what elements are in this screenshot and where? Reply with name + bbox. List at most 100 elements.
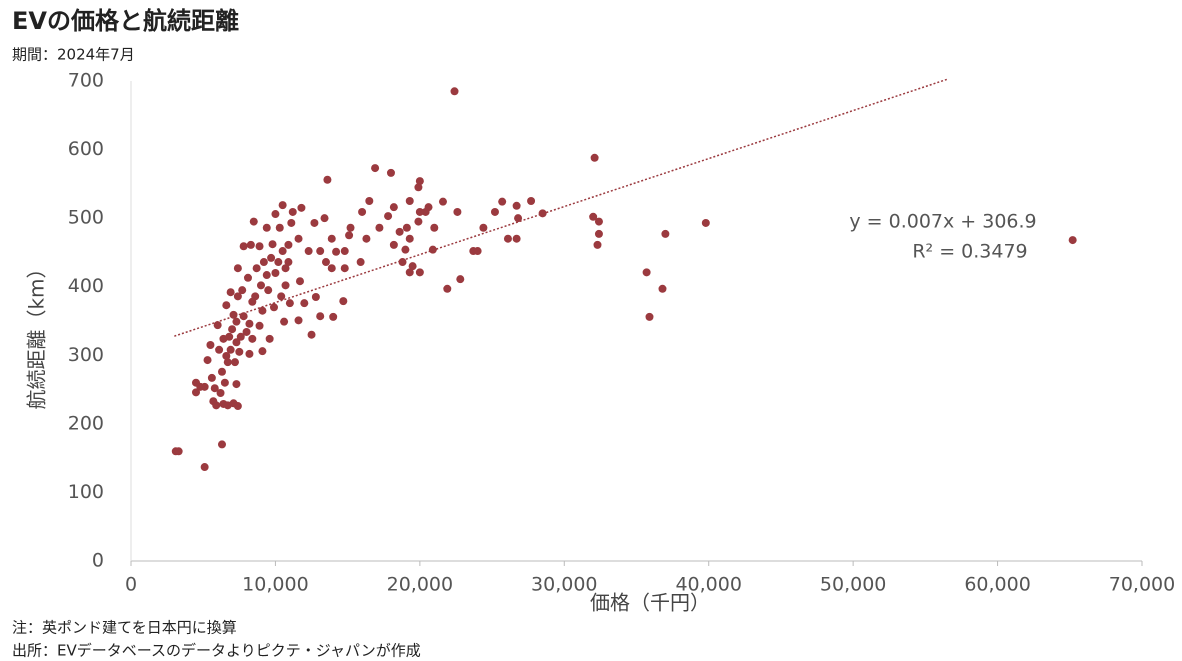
- point: [538, 209, 547, 218]
- chart-title: EVの価格と航続距離: [12, 7, 239, 35]
- point: [375, 223, 384, 232]
- point: [203, 356, 212, 365]
- point: [285, 299, 294, 308]
- point: [386, 168, 395, 177]
- point: [456, 275, 465, 284]
- point: [200, 463, 209, 472]
- point: [405, 268, 414, 277]
- point: [428, 245, 437, 254]
- point: [215, 345, 224, 354]
- point: [479, 223, 488, 232]
- point: [246, 240, 255, 249]
- point: [365, 197, 374, 205]
- point: [316, 247, 325, 256]
- point: [233, 402, 242, 411]
- point: [259, 258, 268, 267]
- point: [346, 223, 355, 232]
- point: [262, 223, 271, 232]
- point: [395, 227, 404, 236]
- point: [213, 321, 222, 330]
- chart-subtitle: 期間：2024年7月: [12, 46, 135, 64]
- point: [297, 203, 306, 212]
- point: [209, 397, 218, 406]
- point: [191, 388, 200, 397]
- point: [503, 234, 512, 243]
- point: [371, 164, 380, 173]
- point: [295, 277, 304, 286]
- point: [252, 264, 261, 273]
- point: [258, 306, 267, 315]
- y-tick-label: 300: [68, 344, 104, 366]
- point: [287, 218, 296, 227]
- point: [226, 345, 235, 354]
- point: [398, 258, 407, 267]
- point: [281, 264, 290, 273]
- point: [277, 292, 286, 301]
- point: [311, 293, 320, 301]
- point: [590, 153, 599, 162]
- point: [389, 240, 398, 249]
- point: [248, 297, 257, 306]
- point: [450, 87, 459, 96]
- point: [262, 271, 271, 280]
- point: [438, 197, 447, 206]
- point: [222, 351, 231, 360]
- point: [321, 258, 330, 267]
- point: [430, 223, 439, 232]
- point: [294, 234, 303, 243]
- point: [256, 281, 265, 290]
- trend-r2: R² = 0.3479: [912, 241, 1027, 263]
- point: [233, 264, 242, 273]
- x-tick-label: 40,000: [675, 574, 741, 596]
- point: [401, 245, 410, 254]
- point: [512, 234, 521, 243]
- point: [288, 207, 297, 216]
- point: [514, 214, 523, 223]
- note: 注：英ポンド建てを日本円に換算: [12, 619, 237, 637]
- point: [219, 334, 228, 343]
- y-tick-label: 400: [68, 275, 104, 297]
- point: [249, 217, 258, 226]
- point: [362, 234, 371, 243]
- point: [223, 358, 232, 367]
- y-tick-label: 0: [92, 550, 104, 572]
- point: [701, 218, 710, 227]
- point: [304, 247, 313, 256]
- point: [268, 240, 277, 249]
- y-tick-label: 700: [68, 70, 104, 92]
- point: [280, 317, 289, 326]
- point: [512, 201, 521, 210]
- point: [498, 197, 507, 206]
- point: [589, 212, 598, 221]
- x-tick-label: 10,000: [242, 574, 308, 596]
- point: [358, 207, 367, 216]
- point: [232, 380, 241, 389]
- point: [267, 253, 276, 262]
- point: [384, 212, 393, 221]
- point: [310, 218, 319, 227]
- point: [238, 286, 247, 295]
- note: 出所：EVデータベースのデータよりピクテ・ジャパンが作成: [12, 642, 421, 660]
- point: [233, 292, 242, 301]
- y-axis-label: 航続距離（km）: [25, 258, 49, 409]
- y-tick-label: 100: [68, 481, 104, 503]
- point: [284, 240, 293, 249]
- point: [275, 223, 284, 232]
- point: [356, 258, 365, 267]
- point: [271, 210, 280, 219]
- point: [1068, 236, 1077, 245]
- point: [594, 217, 603, 226]
- point: [327, 264, 336, 273]
- x-tick-label: 70,000: [1109, 574, 1175, 596]
- point: [658, 284, 667, 293]
- x-tick-label: 0: [125, 574, 137, 596]
- x-axis-label: 価格（千円）: [590, 591, 710, 615]
- point: [255, 321, 264, 330]
- trendline: [174, 78, 948, 337]
- point: [415, 268, 424, 277]
- point: [469, 247, 478, 256]
- point: [271, 269, 280, 277]
- point: [415, 207, 424, 216]
- point: [207, 373, 216, 382]
- point: [258, 347, 267, 356]
